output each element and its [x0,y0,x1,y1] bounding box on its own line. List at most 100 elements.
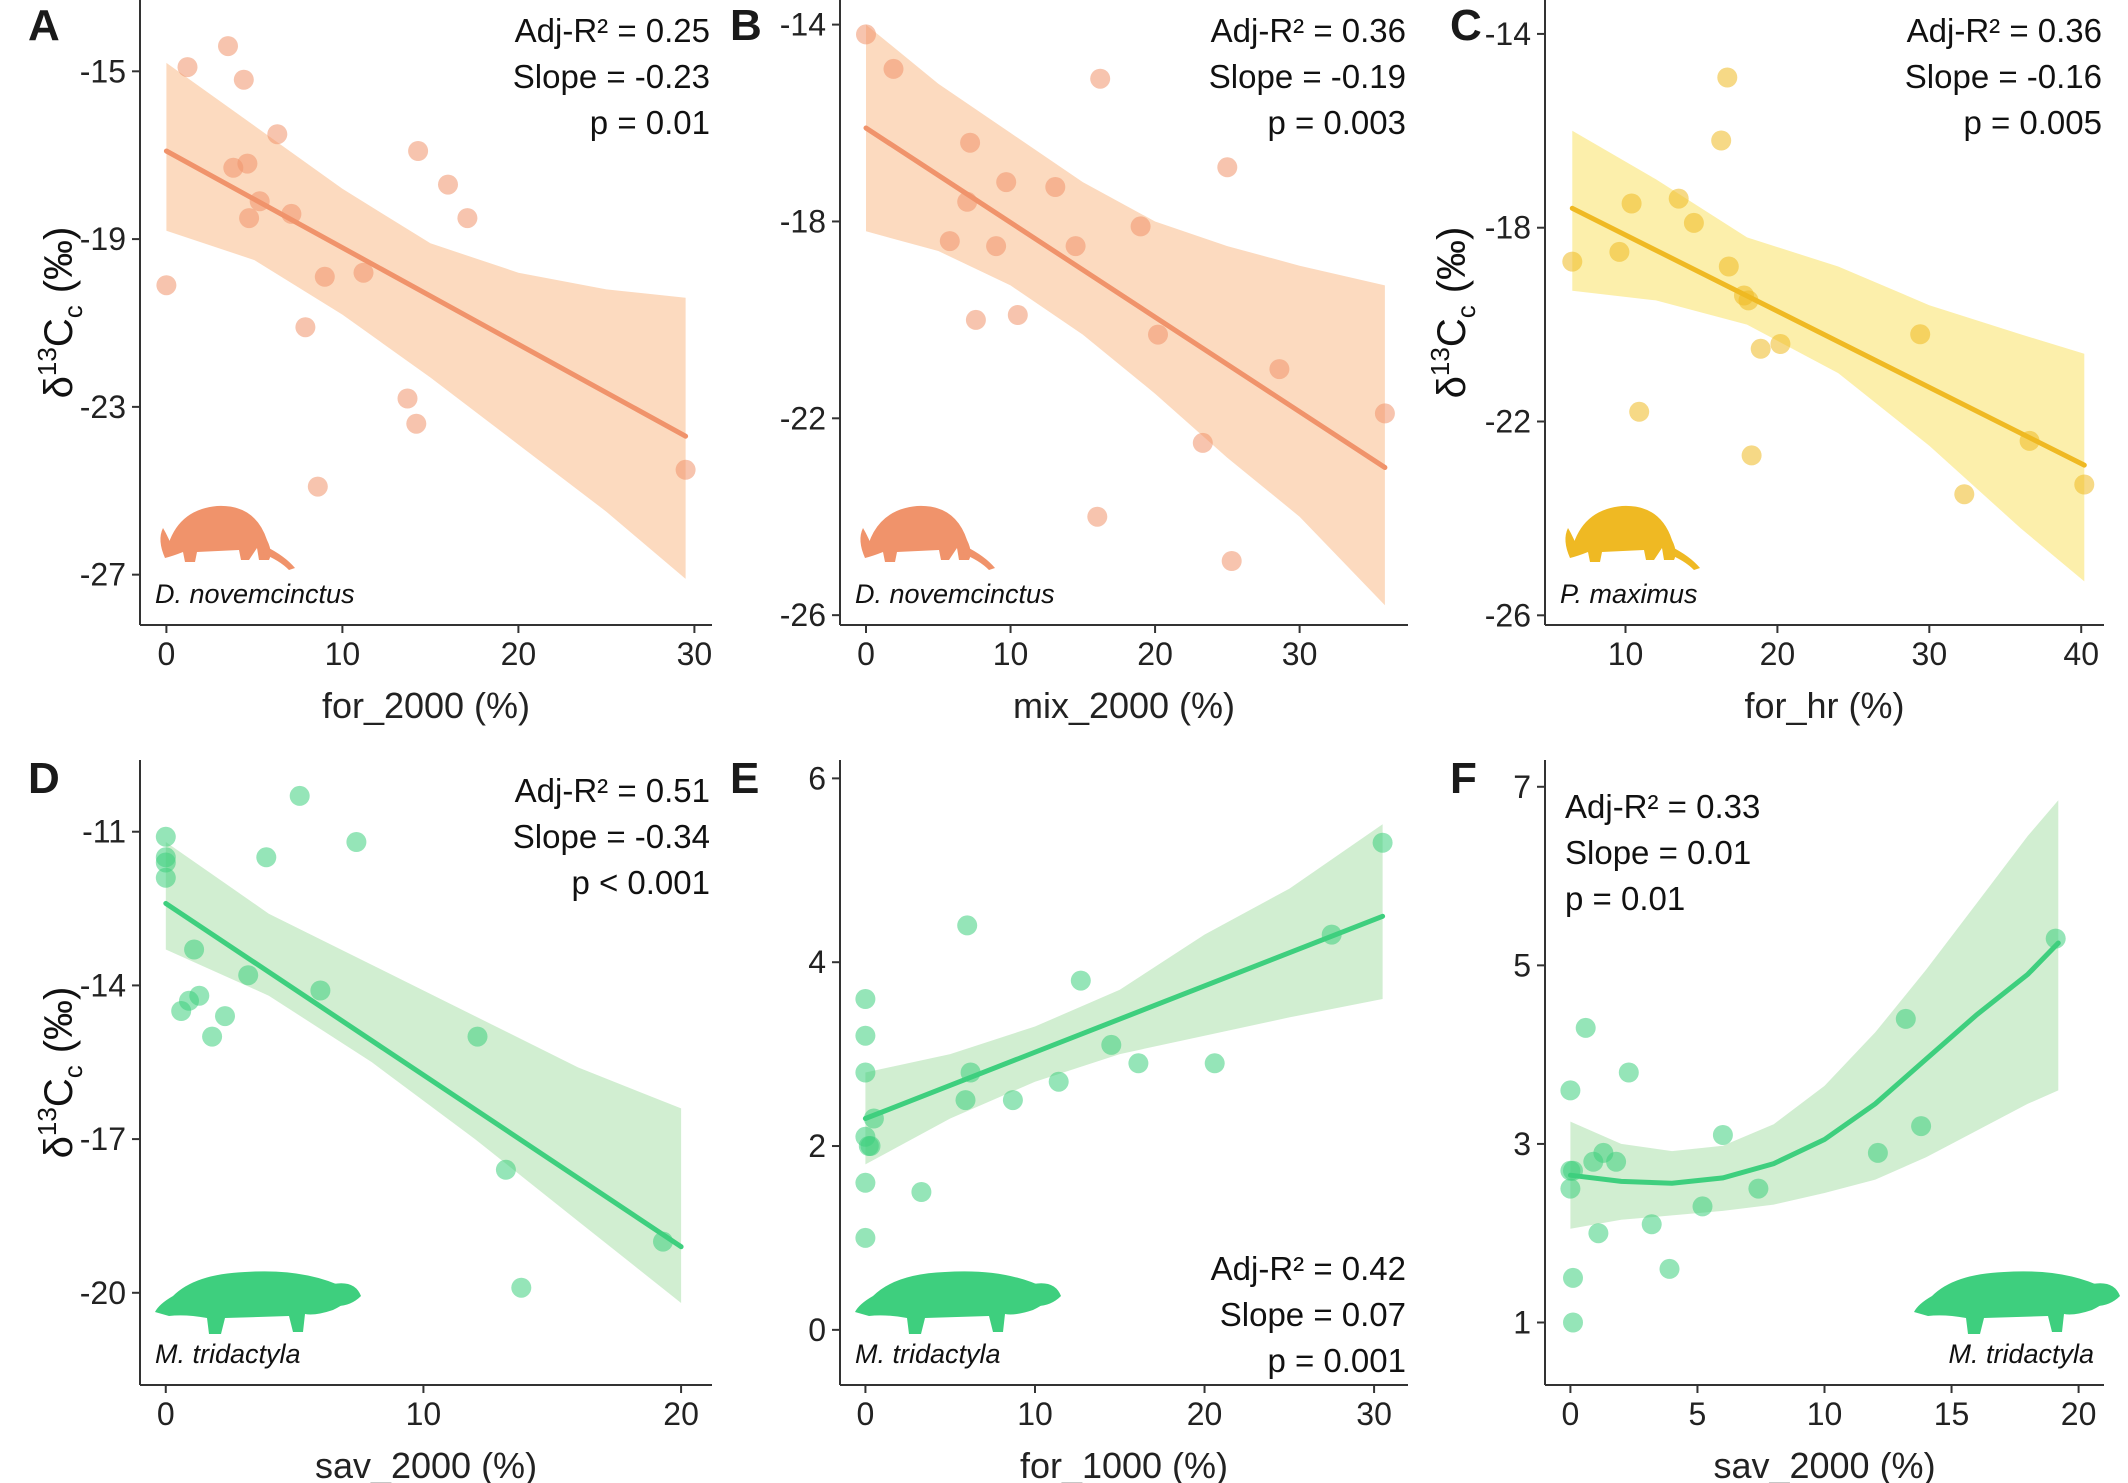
data-point [202,1026,223,1047]
armadillo-body [1570,505,1676,562]
data-point [1738,290,1759,311]
y-tick-label: -18 [1485,210,1531,246]
x-axis-title: for_2000 (%) [322,685,530,726]
confidence-band [1570,800,2059,1229]
panel-f: 0 5 10 15 20 1 3 5 7 sav_2000 (%) F Adj-R² = 0.33 Sl… [1450,754,2120,1483]
data-point [1204,1053,1225,1074]
data-point [1269,359,1290,380]
armadillo-head [1565,528,1578,558]
stat-line: Adj-R² = 0.51 [515,772,710,809]
x-tick-label: 20 [1137,636,1173,672]
anteater-silhouette [855,1271,1061,1334]
stats-annotation: Adj-R² = 0.36 Slope = -0.16 p = 0.005 [1905,12,2102,141]
stat-line: p = 0.01 [1565,880,1685,917]
data-point [408,141,429,161]
anteater-body [155,1271,349,1334]
anteater-silhouette [155,1271,361,1334]
stats-annotation: Adj-R² = 0.33 Slope = 0.01 p = 0.01 [1565,788,1760,917]
stat-line: Slope = -0.34 [513,818,710,855]
data-point [346,832,367,852]
stats-annotation: Adj-R² = 0.36 Slope = -0.19 p = 0.003 [1209,12,1406,141]
y-tick-label: -26 [1485,597,1531,633]
data-point [1911,1116,1932,1137]
stats-annotation: Adj-R² = 0.51 Slope = -0.34 p < 0.001 [513,772,710,901]
data-point [295,317,316,338]
anteater-body [1914,1271,2108,1334]
data-point [1101,1034,1122,1055]
data-point [1130,216,1151,237]
data-point [177,57,198,78]
y-axis-title: δ13Cc (‰) [1425,227,1481,399]
data-point [1712,1125,1733,1145]
stat-line: p = 0.001 [1267,1342,1406,1379]
y-tick-label: 4 [808,944,826,980]
data-point [1192,432,1213,453]
x-axis-title: sav_2000 (%) [315,1445,537,1483]
data-point [960,1062,981,1083]
data-point [1148,324,1168,345]
y-tick-label: -14 [1485,16,1531,52]
data-point [1065,236,1086,257]
data-point [1954,484,1975,505]
y-tick-label: -14 [80,967,126,1003]
ylabel-main: C [37,318,81,347]
data-point [1048,1071,1069,1092]
data-point [397,388,418,409]
data-point [960,132,981,153]
y-tick-label: -27 [80,557,126,593]
stat-line: Adj-R² = 0.42 [1211,1250,1406,1287]
data-point [939,231,960,252]
stat-line: Slope = -0.16 [1905,58,2102,95]
stat-line: Adj-R² = 0.36 [1907,12,2102,49]
data-point [955,1090,976,1111]
data-point [1748,1178,1769,1199]
data-point [1692,1196,1713,1217]
species-label: M. tridactyla [855,1339,1001,1369]
data-point [1717,67,1738,88]
data-point [1563,1267,1583,1288]
data-point [1641,1214,1662,1235]
data-point [1629,401,1650,422]
data-point [1618,1062,1639,1083]
data-point [218,36,238,57]
x-axis-title: for_1000 (%) [1020,1445,1228,1483]
data-point [249,191,270,212]
data-point [1621,193,1642,214]
y-tick-label: 2 [808,1128,826,1164]
regression-line [163,900,684,1250]
data-point [1045,177,1066,197]
stat-line: Adj-R² = 0.25 [515,12,710,49]
ylabel-unit: (‰) [1430,227,1474,294]
data-point [189,985,210,1006]
data-point [511,1277,532,1298]
data-point [675,459,696,480]
panel-letter: A [28,1,60,50]
armadillo-silhouette [1565,505,1700,570]
stats-annotation: Adj-R² = 0.25 Slope = -0.23 p = 0.01 [513,12,710,141]
data-point [238,965,259,986]
data-point [863,1108,884,1129]
x-tick-label: 0 [857,636,875,672]
data-point [1588,1223,1609,1244]
panel-letter: D [28,754,60,803]
armadillo-body [865,505,971,562]
data-point [267,124,288,145]
data-point [1895,1008,1916,1029]
panel-letter: C [1450,1,1482,50]
x-tick-label: 15 [1934,1396,1970,1432]
data-point [653,1231,673,1252]
panel-letter: B [730,1,762,50]
x-tick-label: 10 [1807,1396,1843,1432]
data-point [855,1025,876,1046]
species-label: D. novemcinctus [155,579,355,609]
anteater-silhouette [1914,1271,2120,1334]
x-tick-label: 20 [501,636,537,672]
panel-c: 10 20 30 40 -14 -18 -22 -26 for_hr (%) C Adj-R² = … [1425,0,2104,726]
data-point [957,915,978,936]
data-point [495,1159,516,1180]
x-tick-label: 10 [993,636,1029,672]
data-point [1002,1090,1023,1111]
y-tick-label: 7 [1513,769,1531,805]
data-point [310,980,331,1001]
